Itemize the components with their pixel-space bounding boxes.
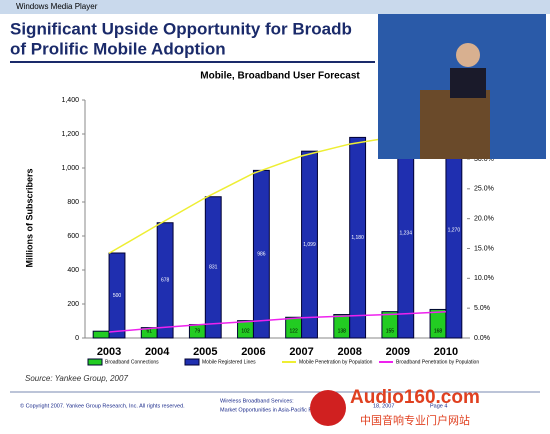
y-tick-label: 1,400	[61, 97, 79, 104]
data-label: 79	[195, 328, 201, 334]
watermark-site: Audio160.com	[350, 387, 480, 408]
speaker	[456, 43, 480, 67]
data-label: 155	[386, 328, 395, 334]
bar	[156, 222, 174, 339]
legend-swatch	[184, 358, 200, 366]
y-tick-label: 0	[75, 335, 79, 342]
y2-tick-label: 5.0%	[474, 305, 490, 312]
y2-tick-label: 25.0%	[474, 186, 494, 193]
legend-label: Mobile Penetration by Population	[299, 359, 373, 365]
data-label: 1,234	[399, 230, 412, 236]
y-tick-label: 1,200	[61, 131, 79, 138]
speaker	[450, 68, 486, 98]
slide-title: Significant Upside Opportunity for Broad…	[10, 19, 352, 38]
x-tick-label: 2004	[145, 346, 170, 358]
source: Source: Yankee Group, 2007	[25, 374, 128, 383]
data-label: 168	[434, 328, 443, 334]
date: 18, 2007	[373, 403, 394, 409]
bar	[92, 330, 110, 339]
y2-tick-label: 0.0%	[474, 335, 490, 342]
bottom-band	[0, 414, 550, 429]
legend-label: Broadband Connections	[105, 359, 159, 365]
x-tick-label: 2007	[289, 346, 313, 358]
data-label: 138	[338, 328, 347, 334]
data-label: 500	[113, 293, 122, 299]
watermark-tagline: 中国音响专业门户网站	[360, 413, 470, 427]
chart-title: Mobile, Broadband User Forecast	[200, 71, 360, 82]
y-axis-label: Millions of Subscribers	[24, 168, 34, 267]
x-tick-label: 2010	[434, 346, 458, 358]
data-label: 1,099	[303, 242, 316, 248]
y-tick-label: 200	[67, 301, 79, 308]
y2-tick-label: 10.0%	[474, 275, 494, 282]
title-bar	[0, 0, 550, 14]
line	[108, 310, 446, 333]
y2-tick-label: 15.0%	[474, 245, 494, 252]
bar	[204, 196, 222, 339]
report: Wireless Broadband Services:	[220, 398, 294, 404]
data-label: 1,180	[351, 235, 364, 241]
bar	[349, 136, 367, 339]
y-tick-label: 800	[67, 199, 79, 206]
copyright: © Copyright 2007. Yankee Group Research,…	[20, 402, 185, 409]
x-tick-label: 2003	[97, 346, 121, 358]
legend-swatch	[87, 358, 103, 366]
data-label: 986	[257, 252, 266, 258]
page: Page 4	[430, 403, 447, 409]
data-label: 102	[241, 328, 250, 334]
y2-tick-label: 20.0%	[474, 216, 494, 223]
legend-label: Mobile Registered Lines	[202, 359, 256, 365]
data-label: 1,270	[448, 227, 461, 233]
watermark-logo	[310, 390, 346, 426]
data-label: 831	[209, 265, 218, 271]
bar	[301, 150, 318, 339]
bar	[333, 314, 351, 339]
y-tick-label: 1,000	[61, 165, 79, 172]
x-tick-label: 2008	[337, 346, 361, 358]
data-label: 61	[146, 328, 152, 334]
slide-title: of Prolific Mobile Adoption	[10, 39, 226, 58]
legend-label: Broadband Penetration by Population	[396, 359, 479, 365]
data-label: 678	[161, 278, 170, 284]
y-tick-label: 400	[67, 267, 79, 274]
x-tick-label: 2005	[193, 346, 217, 358]
y-tick-label: 600	[67, 233, 79, 240]
x-tick-label: 2009	[386, 346, 410, 358]
podium	[420, 90, 490, 159]
bar	[108, 252, 126, 339]
data-label: 122	[289, 328, 298, 334]
y2-tick-label: 30.0%	[474, 156, 494, 163]
window-title: Windows Media Player	[16, 2, 98, 11]
report: Market Opportunities in Asia-Pacific R	[220, 407, 312, 413]
x-tick-label: 2006	[241, 346, 265, 358]
